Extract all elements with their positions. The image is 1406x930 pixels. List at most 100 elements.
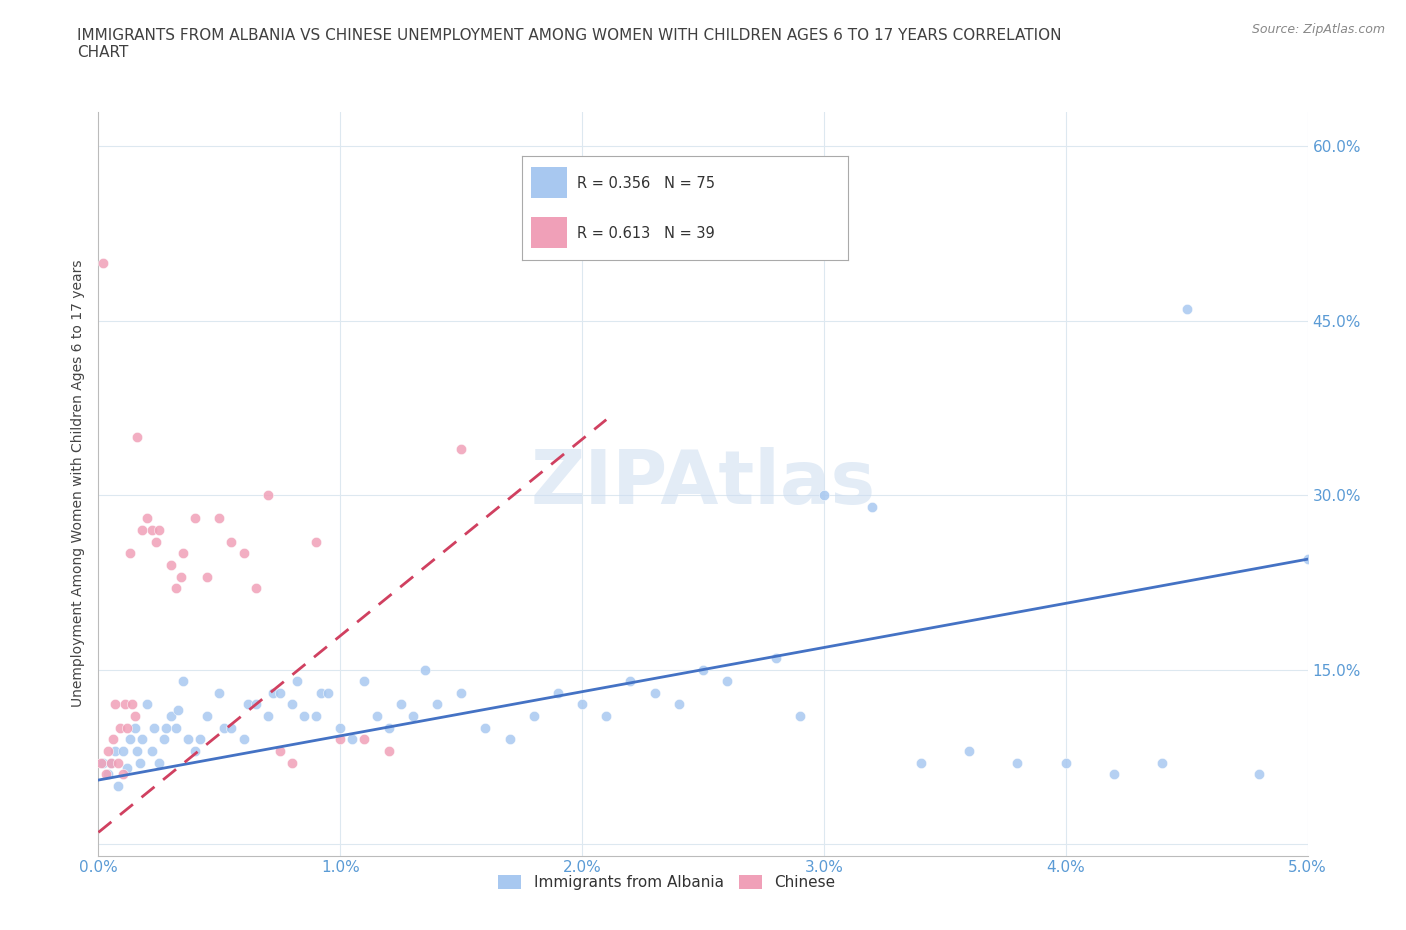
Point (97, 744, 120, 759)
Point (1296, 551, 1319, 566)
Point (1007, 755, 1029, 770)
Point (100, 755, 122, 770)
Point (184, 744, 207, 759)
Point (595, 709, 617, 724)
Point (118, 732, 141, 747)
Point (619, 673, 641, 688)
Point (177, 732, 200, 747)
Point (256, 709, 278, 724)
Point (221, 534, 243, 549)
Point (195, 709, 218, 724)
Point (208, 685, 231, 700)
Point (292, 709, 315, 724)
Point (118, 546, 141, 561)
Point (111, 766, 134, 781)
Point (148, 523, 170, 538)
Point (221, 720, 243, 735)
Point (101, 732, 124, 747)
Point (135, 698, 157, 712)
Point (413, 662, 436, 677)
Point (450, 442, 472, 457)
Point (305, 709, 328, 724)
Point (644, 685, 666, 700)
Point (389, 698, 412, 712)
Point (131, 523, 153, 538)
Point (145, 534, 167, 549)
Point (128, 755, 150, 770)
Point (281, 755, 304, 770)
Point (269, 685, 291, 700)
Point (167, 703, 190, 718)
Point (716, 673, 738, 688)
Point (160, 709, 183, 724)
Text: IMMIGRANTS FROM ALBANIA VS CHINESE UNEMPLOYMENT AMONG WOMEN WITH CHILDREN AGES 6: IMMIGRANTS FROM ALBANIA VS CHINESE UNEMP… (77, 28, 1062, 60)
Point (813, 488, 835, 503)
Point (90, 755, 112, 770)
Point (238, 698, 260, 712)
Point (285, 673, 308, 688)
Point (1054, 755, 1077, 770)
Point (141, 744, 163, 759)
Point (474, 720, 496, 735)
Point (212, 720, 235, 735)
Point (450, 685, 472, 700)
Point (377, 720, 399, 735)
Point (571, 698, 593, 712)
Point (668, 698, 690, 712)
Point (860, 499, 883, 514)
Point (232, 546, 254, 561)
Point (131, 732, 153, 747)
Point (353, 673, 375, 688)
Text: ZIPAtlas: ZIPAtlas (530, 447, 876, 520)
Point (245, 698, 267, 712)
Point (127, 430, 149, 445)
Point (353, 732, 375, 747)
Point (188, 732, 211, 747)
Point (104, 698, 127, 712)
Point (172, 546, 194, 561)
Point (910, 755, 932, 770)
Point (1152, 755, 1174, 770)
Point (107, 778, 129, 793)
Point (305, 534, 328, 549)
Point (377, 744, 399, 759)
Point (107, 755, 129, 770)
Point (148, 755, 170, 770)
Point (94, 766, 117, 781)
Point (143, 720, 166, 735)
Point (111, 744, 134, 759)
Point (329, 732, 352, 747)
Point (124, 720, 146, 735)
Point (165, 720, 187, 735)
Point (1249, 766, 1271, 781)
Point (232, 732, 254, 747)
Y-axis label: Unemployment Among Women with Children Ages 6 to 17 years: Unemployment Among Women with Children A… (70, 259, 84, 708)
Point (155, 720, 177, 735)
Point (169, 569, 191, 584)
Point (498, 732, 520, 747)
Point (124, 709, 146, 724)
Point (135, 512, 157, 526)
Point (100, 755, 122, 770)
Point (121, 698, 143, 712)
Point (117, 761, 139, 776)
Point (208, 512, 231, 526)
Point (316, 685, 339, 700)
Point (547, 685, 569, 700)
Point (262, 685, 284, 700)
Point (152, 732, 174, 747)
Point (957, 744, 980, 759)
Point (91, 755, 114, 770)
Point (141, 523, 163, 538)
Point (329, 720, 352, 735)
Legend: Immigrants from Albania, Chinese: Immigrants from Albania, Chinese (492, 869, 841, 897)
Point (104, 744, 127, 759)
Point (256, 488, 278, 503)
Point (1102, 766, 1125, 781)
Point (172, 673, 194, 688)
Point (114, 698, 136, 712)
Point (91, 256, 114, 271)
Point (108, 720, 131, 735)
Point (342, 732, 364, 747)
Text: Source: ZipAtlas.com: Source: ZipAtlas.com (1251, 23, 1385, 36)
